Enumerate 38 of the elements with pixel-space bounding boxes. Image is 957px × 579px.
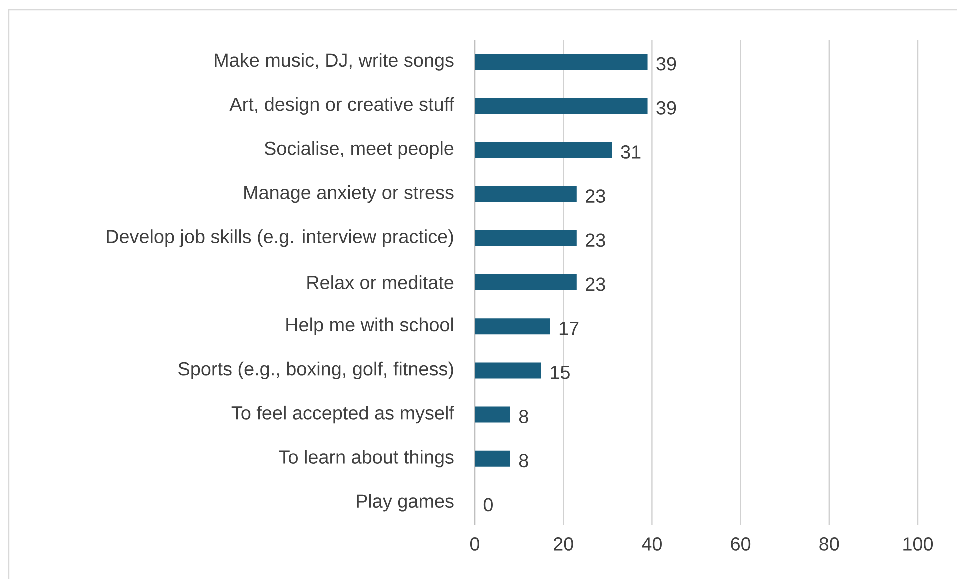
y-tick-label: Help me with school [286, 318, 454, 336]
data-label: 23 [586, 190, 606, 204]
data-label: 8 [519, 454, 528, 468]
y-tick-label: Develop job skills (e.g. interview practice) [107, 230, 454, 248]
y-tick-label: Manage anxiety or stress [244, 185, 454, 204]
data-label: 8 [519, 410, 528, 424]
bar [475, 54, 648, 70]
y-tick-label: Sports (e.g., boxing, golf, fitness) [178, 362, 454, 380]
data-label: 0 [484, 498, 493, 512]
y-tick-label: Play games [357, 494, 454, 512]
x-tick-label: 20 [554, 538, 574, 551]
y-tick-label: To feel accepted as myself [232, 406, 454, 424]
data-label: 31 [621, 146, 641, 159]
y-tick-label: Socialise, meet people [264, 141, 454, 160]
bar [475, 186, 577, 202]
data-label: 23 [586, 278, 606, 292]
bar [475, 142, 612, 158]
data-label: 39 [656, 101, 676, 115]
bar [475, 230, 577, 246]
data-label: 23 [586, 234, 606, 248]
x-tick-label: 60 [731, 538, 751, 551]
data-label: 17 [560, 322, 579, 336]
y-tick-label: To learn about things [279, 450, 454, 468]
data-label: 15 [551, 366, 570, 380]
y-tick-label: Art, design or creative stuff [230, 97, 455, 115]
y-tick-label: Relax or meditate [308, 276, 454, 290]
bar [475, 274, 577, 291]
x-tick-label: 40 [642, 538, 662, 551]
x-tick-label: 0 [470, 538, 480, 551]
bar [475, 450, 510, 467]
bar [475, 98, 648, 114]
x-tick-label: 100 [904, 538, 934, 551]
x-tick-label: 80 [820, 538, 840, 551]
y-tick-label: Make music, DJ, write songs [215, 53, 454, 71]
bar [475, 362, 542, 379]
data-label: 39 [656, 57, 676, 71]
bar [475, 318, 550, 335]
bar [475, 406, 510, 423]
